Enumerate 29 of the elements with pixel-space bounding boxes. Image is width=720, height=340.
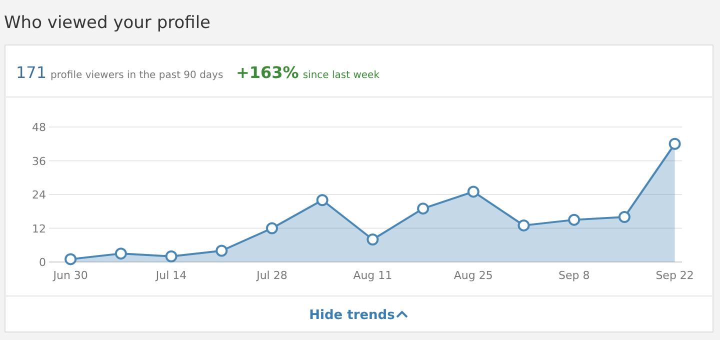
y-tick-label: 24 xyxy=(32,188,46,202)
text: +163% since last week xyxy=(236,63,380,82)
point xyxy=(417,202,430,215)
point xyxy=(316,194,328,206)
y-tick-label: 0 xyxy=(39,256,46,269)
point xyxy=(366,234,379,246)
point xyxy=(518,219,530,232)
x-tick-label: Sep 8 xyxy=(558,269,590,282)
x-tick-label: Jul 28 xyxy=(256,269,288,282)
x-tick-label: Jul 14 xyxy=(154,269,187,282)
x-tick-label: Aug 11 xyxy=(353,269,392,282)
point xyxy=(64,253,77,266)
x-tick-label: Aug 25 xyxy=(454,269,493,282)
chart-subtitle: 171 profile viewers in the past 90 days xyxy=(16,63,224,82)
chart-title: Who viewed your profile xyxy=(4,13,211,33)
text: Hide trends xyxy=(309,308,396,323)
point xyxy=(467,186,480,198)
point xyxy=(114,248,127,260)
point xyxy=(216,244,228,257)
point xyxy=(266,222,278,234)
x-tick-label: Sep 22 xyxy=(656,269,694,282)
point xyxy=(618,211,630,223)
y-tick-label: 36 xyxy=(32,154,46,168)
y-tick-label: 48 xyxy=(32,121,46,134)
y-tick-label: 12 xyxy=(32,222,46,236)
point xyxy=(668,138,681,150)
point xyxy=(568,214,580,226)
point xyxy=(165,250,178,262)
x-tick-label: Jun 30 xyxy=(52,269,88,282)
